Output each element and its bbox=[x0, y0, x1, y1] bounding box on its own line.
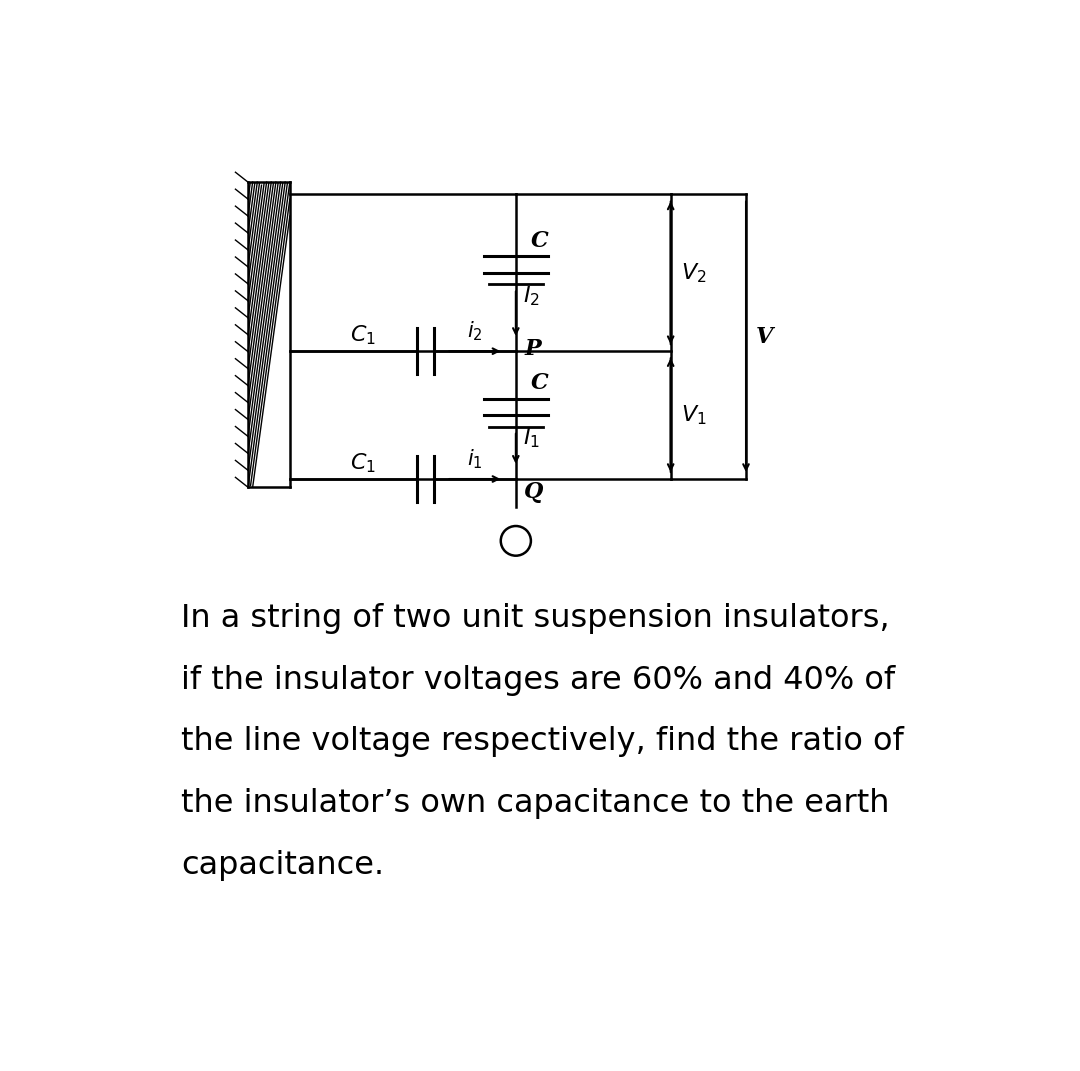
Text: V: V bbox=[756, 326, 773, 348]
Text: the insulator’s own capacitance to the earth: the insulator’s own capacitance to the e… bbox=[181, 788, 890, 819]
Text: $V_1$: $V_1$ bbox=[680, 404, 706, 427]
Text: C: C bbox=[531, 230, 549, 252]
Text: $V_2$: $V_2$ bbox=[680, 261, 706, 285]
Text: Q: Q bbox=[524, 482, 543, 503]
Text: $i_1$: $i_1$ bbox=[467, 448, 483, 471]
Text: P: P bbox=[524, 337, 541, 360]
Text: capacitance.: capacitance. bbox=[181, 850, 384, 881]
Text: C: C bbox=[531, 373, 549, 394]
Text: $I_2$: $I_2$ bbox=[523, 285, 539, 308]
Text: $C_1$: $C_1$ bbox=[350, 451, 376, 474]
Text: if the insulator voltages are 60% and 40% of: if the insulator voltages are 60% and 40… bbox=[181, 664, 895, 695]
Text: $C_1$: $C_1$ bbox=[350, 323, 376, 347]
Text: In a string of two unit suspension insulators,: In a string of two unit suspension insul… bbox=[181, 603, 890, 634]
Text: $i_2$: $i_2$ bbox=[467, 319, 483, 343]
Text: $I_1$: $I_1$ bbox=[523, 426, 540, 450]
Text: the line voltage respectively, find the ratio of: the line voltage respectively, find the … bbox=[181, 726, 904, 757]
